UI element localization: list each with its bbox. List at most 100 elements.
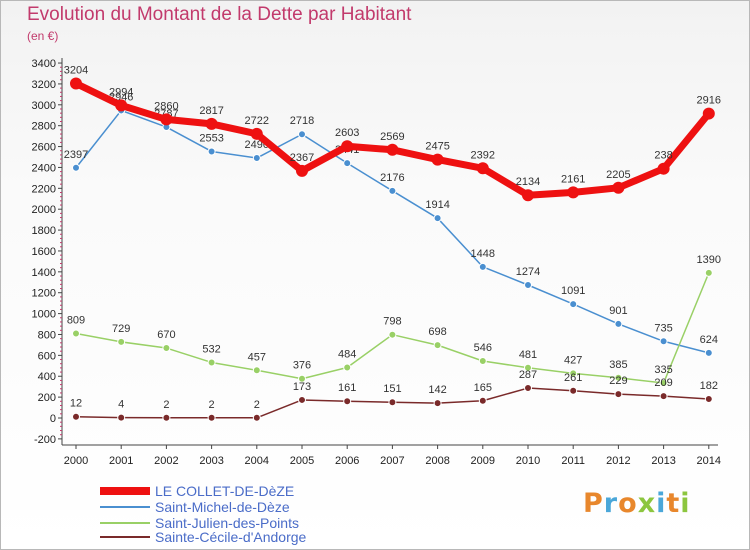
data-point (478, 356, 487, 365)
y-tick-label: 600 (38, 350, 56, 362)
data-point (522, 189, 534, 202)
data-point (431, 153, 444, 166)
data-point (614, 373, 623, 382)
x-tick-label: 2007 (380, 455, 404, 467)
y-tick-label: 400 (38, 371, 56, 383)
data-label: 376 (293, 360, 311, 372)
data-point (659, 392, 668, 401)
logo-letter: t (666, 488, 681, 519)
data-point (296, 164, 308, 177)
data-point (702, 107, 715, 120)
data-label: 2475 (425, 141, 449, 153)
data-point (524, 384, 532, 393)
data-point (160, 113, 173, 126)
data-label: 287 (519, 369, 537, 381)
data-point (298, 374, 306, 383)
data-label: 2722 (245, 115, 269, 127)
data-label: 484 (338, 348, 356, 360)
logo-letter: x (637, 488, 657, 519)
x-tick-label: 2004 (245, 455, 269, 467)
data-label: 2817 (199, 105, 223, 117)
data-label: 546 (474, 342, 492, 354)
data-label: 182 (700, 380, 718, 392)
data-label: 2718 (290, 115, 314, 127)
x-tick-label: 2011 (561, 455, 585, 467)
data-point (72, 163, 80, 172)
data-point (433, 399, 442, 408)
data-label: 2 (254, 399, 260, 411)
data-point (250, 127, 263, 140)
y-tick-label: 1400 (32, 267, 56, 279)
y-tick-label: 2400 (32, 162, 56, 174)
logo-letter: r (603, 488, 619, 519)
data-label: 335 (654, 364, 672, 376)
data-label: 385 (609, 359, 627, 371)
data-point (343, 363, 352, 372)
data-label: 2860 (154, 100, 178, 112)
data-point (704, 394, 713, 403)
x-tick-label: 2009 (471, 455, 495, 467)
data-label: 2 (209, 399, 215, 411)
data-label: 427 (564, 354, 582, 366)
data-point (388, 330, 397, 339)
data-point (478, 396, 487, 405)
data-label: 809 (67, 315, 85, 327)
data-point (659, 337, 668, 346)
x-tick-label: 2002 (154, 455, 178, 467)
y-tick-label: 2200 (32, 183, 56, 195)
x-tick-label: 2001 (109, 455, 133, 467)
y-tick-label: 200 (38, 392, 56, 404)
data-label: 238 (654, 150, 672, 162)
data-label: 735 (654, 322, 672, 334)
y-tick-label: -200 (34, 434, 56, 446)
data-point (386, 143, 399, 156)
data-label: 2569 (380, 131, 404, 143)
data-point (388, 398, 397, 407)
data-point (478, 262, 487, 271)
x-tick-label: 2014 (697, 455, 721, 467)
x-tick-label: 2003 (199, 455, 223, 467)
data-point (704, 268, 713, 277)
legend-label: Saint-Michel-de-Dèze (155, 499, 290, 515)
data-label: 2603 (335, 127, 359, 139)
y-tick-label: 0 (50, 413, 56, 425)
x-tick-label: 2010 (516, 455, 540, 467)
y-tick-label: 3000 (32, 100, 56, 112)
data-label: 161 (338, 382, 356, 394)
data-point (115, 99, 128, 112)
data-point (252, 413, 261, 422)
data-point (207, 147, 216, 156)
data-point (70, 77, 82, 90)
data-point (614, 319, 623, 328)
data-label: 624 (700, 334, 718, 346)
data-point (252, 154, 261, 163)
proxiti-logo: Proxiti (583, 488, 691, 519)
data-point (205, 117, 218, 130)
legend-label: Saint-Julien-des-Points (155, 515, 299, 531)
data-label: 2205 (606, 169, 630, 181)
data-label: 2161 (561, 173, 585, 185)
data-label: 729 (112, 323, 130, 335)
data-point (657, 162, 670, 175)
logo-letter: P (583, 488, 604, 519)
y-tick-label: 1600 (32, 246, 56, 258)
data-label: 1448 (471, 248, 495, 260)
data-point (614, 390, 623, 399)
data-label: 532 (202, 343, 220, 355)
data-label: 1390 (697, 254, 721, 266)
y-tick-label: 2000 (32, 204, 56, 216)
data-point (162, 413, 171, 422)
x-tick-label: 2005 (290, 455, 314, 467)
data-point (343, 397, 352, 406)
data-label: 4 (118, 399, 124, 411)
data-point (341, 140, 354, 153)
data-point (612, 181, 625, 194)
data-label: 2392 (471, 149, 495, 161)
y-tick-label: 3400 (32, 58, 56, 70)
data-label: 481 (519, 349, 537, 361)
data-point (569, 386, 578, 395)
data-label: 1091 (561, 285, 585, 297)
y-tick-label: 3200 (32, 79, 56, 91)
data-label: 457 (248, 351, 266, 363)
